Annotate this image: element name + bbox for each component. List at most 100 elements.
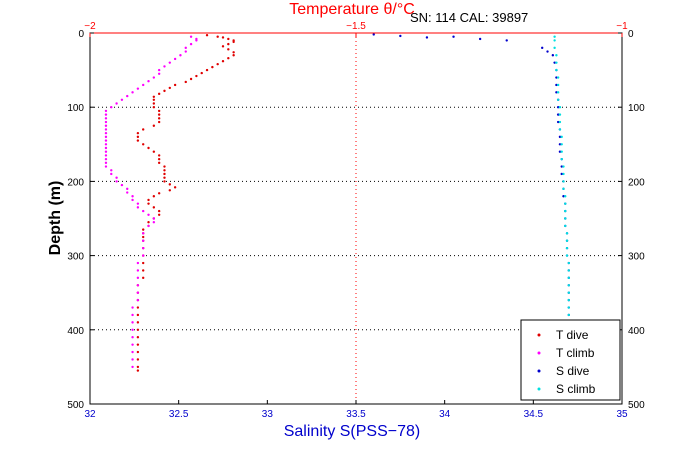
data-point-t-climb <box>104 120 108 124</box>
data-point-t-dive <box>152 95 156 99</box>
data-point-s-climb <box>567 313 570 317</box>
data-point-t-climb <box>104 161 108 165</box>
data-point-t-dive <box>142 276 145 280</box>
data-point-t-dive <box>168 189 171 192</box>
data-point-t-dive <box>232 51 235 54</box>
legend-label-t-climb: T climb <box>556 346 595 360</box>
data-point-t-climb <box>142 232 145 235</box>
legend-marker-s-climb <box>537 387 541 391</box>
data-point-t-dive <box>142 261 145 265</box>
data-point-t-dive <box>152 106 156 109</box>
data-point-t-dive <box>157 154 161 157</box>
data-point-s-dive <box>558 143 562 146</box>
data-point-t-dive <box>157 109 161 113</box>
data-point-s-dive <box>562 195 565 198</box>
legend-marker-t-climb <box>537 351 541 355</box>
data-point-t-dive <box>232 40 235 44</box>
data-point-s-dive <box>372 33 375 36</box>
data-point-t-climb <box>142 246 145 250</box>
data-point-t-dive <box>189 77 193 81</box>
data-point-s-climb <box>565 239 569 242</box>
data-point-t-dive <box>157 161 161 165</box>
data-point-t-dive <box>232 54 235 57</box>
data-point-t-climb <box>104 135 108 139</box>
x-tick-label-bottom: 32 <box>84 409 96 420</box>
data-point-t-dive <box>216 35 219 38</box>
data-point-s-climb <box>560 157 563 161</box>
data-point-t-climb <box>173 57 177 61</box>
data-point-s-climb <box>567 276 570 280</box>
x-tick-label-bottom: 33.5 <box>346 409 366 420</box>
data-point-s-climb <box>564 224 567 228</box>
data-point-t-dive <box>136 313 140 317</box>
data-point-t-dive <box>157 92 161 96</box>
legend: T dive T climb S dive S climb <box>520 319 621 401</box>
data-point-t-climb <box>184 50 187 53</box>
data-point-t-climb <box>120 98 124 101</box>
data-point-t-dive <box>136 139 140 142</box>
x-tick-label-top: −2 <box>84 21 96 32</box>
data-point-t-dive <box>163 89 166 93</box>
legend-marker-s-dive <box>537 369 541 373</box>
data-point-t-dive <box>163 172 166 176</box>
data-point-t-climb <box>110 106 113 109</box>
x-tick-label-bottom: 34.5 <box>524 409 544 420</box>
data-point-t-climb <box>104 117 108 120</box>
data-point-s-climb <box>567 284 570 287</box>
data-point-s-climb <box>564 217 567 220</box>
series-s-climb <box>553 35 570 324</box>
data-point-t-dive <box>200 71 203 75</box>
data-point-t-climb <box>131 195 134 198</box>
data-point-s-climb <box>560 135 563 139</box>
data-point-t-climb <box>104 128 108 131</box>
data-point-s-climb <box>558 128 562 131</box>
data-point-t-dive <box>136 328 140 331</box>
data-point-t-climb <box>136 87 140 90</box>
data-point-t-dive <box>152 102 156 105</box>
y-tick-label-left: 100 <box>67 103 84 114</box>
data-point-t-dive <box>173 186 177 189</box>
data-point-s-dive <box>558 135 562 139</box>
data-point-s-climb <box>555 61 558 64</box>
data-point-s-climb <box>560 150 563 153</box>
data-point-t-dive <box>136 135 140 139</box>
data-point-s-climb <box>558 106 562 109</box>
data-point-t-climb <box>115 176 118 179</box>
data-point-t-climb <box>168 61 171 64</box>
chart-annotation: SN: 114 CAL: 39897 <box>410 10 528 25</box>
data-point-t-climb <box>136 284 140 287</box>
data-point-t-dive <box>136 350 140 354</box>
data-point-t-climb <box>131 321 134 324</box>
data-point-t-dive <box>136 358 140 361</box>
data-point-t-climb <box>147 80 150 83</box>
data-point-t-dive <box>152 206 156 209</box>
data-point-s-dive <box>556 120 560 124</box>
data-point-t-climb <box>131 336 134 339</box>
data-point-t-climb <box>131 306 134 309</box>
data-point-t-dive <box>147 202 150 205</box>
data-point-s-climb <box>553 39 556 42</box>
legend-label-s-dive: S dive <box>556 364 590 378</box>
data-point-t-climb <box>104 154 108 157</box>
data-point-t-climb <box>131 343 134 346</box>
data-point-t-climb <box>104 143 108 146</box>
y-axis-title: Depth (m) <box>47 181 64 256</box>
data-point-t-dive <box>227 37 230 41</box>
data-point-t-dive <box>152 195 156 198</box>
data-point-t-climb <box>189 35 193 38</box>
data-point-t-climb <box>136 202 140 205</box>
data-point-t-dive <box>205 68 209 72</box>
data-point-t-climb <box>104 131 108 135</box>
data-point-t-dive <box>173 83 177 87</box>
data-point-t-dive <box>136 306 140 309</box>
data-point-t-dive <box>163 169 166 172</box>
data-point-t-dive <box>221 36 225 39</box>
data-point-s-climb <box>558 120 562 124</box>
data-point-s-dive <box>452 35 455 38</box>
data-point-t-climb <box>104 113 108 116</box>
data-point-t-climb <box>142 209 145 213</box>
data-point-t-climb <box>136 291 140 294</box>
data-point-t-climb <box>104 139 108 142</box>
data-point-t-climb <box>142 254 145 257</box>
data-point-t-dive <box>211 65 214 69</box>
